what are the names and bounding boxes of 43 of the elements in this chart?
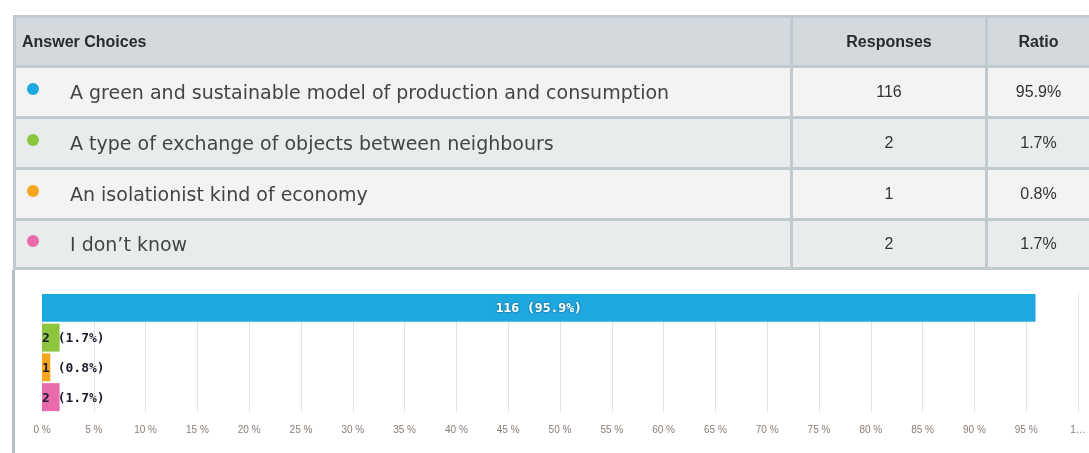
text: Responses: [791, 16, 987, 67]
x-tick-label: 60 %: [652, 423, 676, 435]
data-label: 1 (0.8%): [42, 359, 105, 375]
x-tick-label: 90 %: [963, 423, 986, 435]
data-label: 116 (95.9%): [495, 300, 582, 316]
x-tick-label: 40 %: [445, 423, 468, 435]
text: Ratio: [986, 16, 1089, 67]
x-tick-label: 15 %: [186, 423, 209, 435]
text: 1.7%: [986, 219, 1089, 269]
bar: [42, 383, 60, 412]
data-label: 2 (1.7%): [42, 389, 105, 405]
text: An isolationist kind of economy: [70, 183, 368, 205]
data-label: 2 (1.7%): [42, 330, 105, 346]
text: I don’t know: [70, 233, 188, 255]
x-tick-label: 1…: [1070, 423, 1086, 435]
bar: [42, 293, 1036, 322]
text: 116: [791, 66, 987, 118]
text: 1.7%: [986, 117, 1089, 169]
x-tick-label: 5 %: [85, 423, 103, 435]
x-tick-label: 55 %: [600, 423, 624, 435]
x-tick-label: 10 %: [134, 423, 158, 435]
x-tick-label: 20 %: [237, 423, 261, 435]
x-tick-label: 75 %: [807, 423, 831, 435]
x-tick-label: 85 %: [911, 423, 935, 435]
text: A green and sustainable model of production and consumption: [70, 81, 670, 103]
text: 1: [791, 168, 987, 220]
text: A type of exchange of objects between neighbours: [70, 132, 554, 154]
x-tick-label: 65 %: [704, 423, 727, 435]
text: 95.9%: [986, 66, 1089, 118]
x-tick-label: 30 %: [341, 423, 365, 435]
text: 0.8%: [986, 168, 1089, 220]
x-tick-label: 95 %: [1014, 423, 1038, 435]
x-tick-label: 45 %: [496, 423, 520, 435]
text: 2: [791, 117, 987, 169]
text: 2: [791, 219, 987, 269]
x-tick-label: 25 %: [289, 423, 313, 435]
x-tick-label: 0 %: [33, 423, 51, 435]
x-tick-label: 35 %: [393, 423, 417, 435]
text: Answer Choices: [14, 16, 792, 67]
bar: [42, 323, 60, 352]
x-tick-label: 80 %: [859, 423, 883, 435]
x-tick-label: 50 %: [548, 423, 572, 435]
x-tick-label: 70 %: [755, 423, 779, 435]
